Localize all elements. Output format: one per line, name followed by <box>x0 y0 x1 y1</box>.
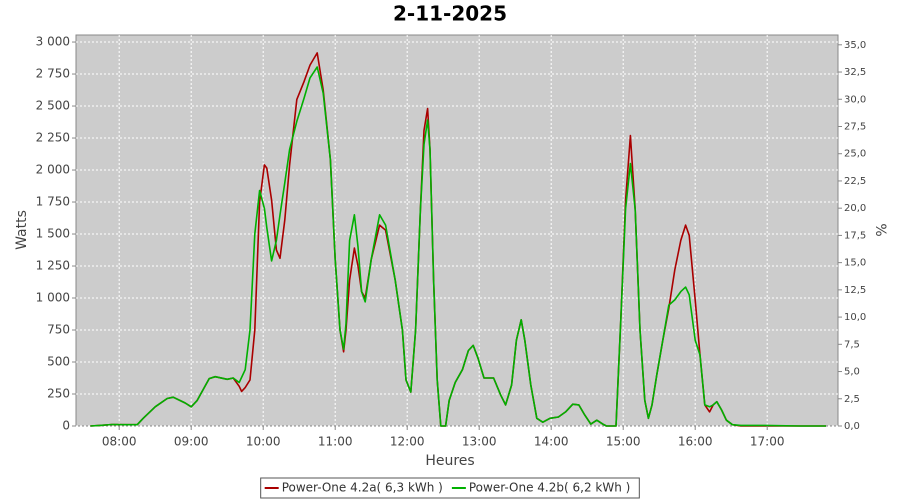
y-tick-label: 500 <box>47 355 70 369</box>
y-tick-label: 1 750 <box>36 195 70 209</box>
y-tick-label: 2 000 <box>36 163 70 177</box>
y2-tick-label: 12,5 <box>844 285 866 296</box>
y-tick-label: 1 250 <box>36 259 70 273</box>
grid <box>76 35 838 427</box>
y-tick-label: 3 000 <box>36 35 70 49</box>
y2-tick-label: 30,0 <box>844 94 866 105</box>
y2-axis-label: % <box>872 223 888 236</box>
y2-tick-label: 35,0 <box>844 40 866 51</box>
y2-tick-label: 5,0 <box>844 367 860 378</box>
legend-label: Power-One 4.2b( 6,2 kWh ) <box>469 481 630 495</box>
x-tick-label: 14:00 <box>534 435 569 449</box>
x-tick-label: 09:00 <box>174 435 209 449</box>
y-axis-label: Watts <box>14 210 30 250</box>
x-tick-label: 15:00 <box>606 435 641 449</box>
legend-label: Power-One 4.2a( 6,3 kWh ) <box>282 481 443 495</box>
x-tick-label: 10:00 <box>246 435 281 449</box>
y2-tick-label: 27,5 <box>844 121 866 132</box>
x-tick-label: 16:00 <box>678 435 713 449</box>
y-tick-label: 0 <box>62 419 70 433</box>
y-tick-label: 250 <box>47 387 70 401</box>
legend <box>260 477 640 499</box>
x-tick-label: 12:00 <box>390 435 425 449</box>
series-line <box>90 66 826 427</box>
x-tick-label: 08:00 <box>102 435 137 449</box>
lines <box>90 52 826 427</box>
y2-tick-label: 32,5 <box>844 67 866 78</box>
x-tick-label: 11:00 <box>318 435 353 449</box>
x-tick-label: 17:00 <box>750 435 785 449</box>
y-tick-label: 2 750 <box>36 67 70 81</box>
y-tick-label: 750 <box>47 323 70 337</box>
x-tick-label: 13:00 <box>462 435 497 449</box>
y-tick-label: 1 000 <box>36 291 70 305</box>
x-axis-label: Heures <box>425 453 474 469</box>
y2-tick-label: 7,5 <box>844 339 860 350</box>
y2-tick-label: 0,0 <box>844 421 860 432</box>
y2-tick-label: 20,0 <box>844 203 866 214</box>
chart-title: 2-11-2025 <box>393 2 507 26</box>
y2-tick-label: 10,0 <box>844 312 866 323</box>
y2-tick-label: 25,0 <box>844 149 866 160</box>
y2-tick-label: 22,5 <box>844 176 866 187</box>
y2-tick-label: 17,5 <box>844 230 866 241</box>
y-tick-label: 1 500 <box>36 227 70 241</box>
y2-tick-label: 2,5 <box>844 394 860 405</box>
y2-tick-label: 15,0 <box>844 258 866 269</box>
plot-area <box>75 34 839 427</box>
y-tick-label: 2 500 <box>36 99 70 113</box>
y-tick-label: 2 250 <box>36 131 70 145</box>
